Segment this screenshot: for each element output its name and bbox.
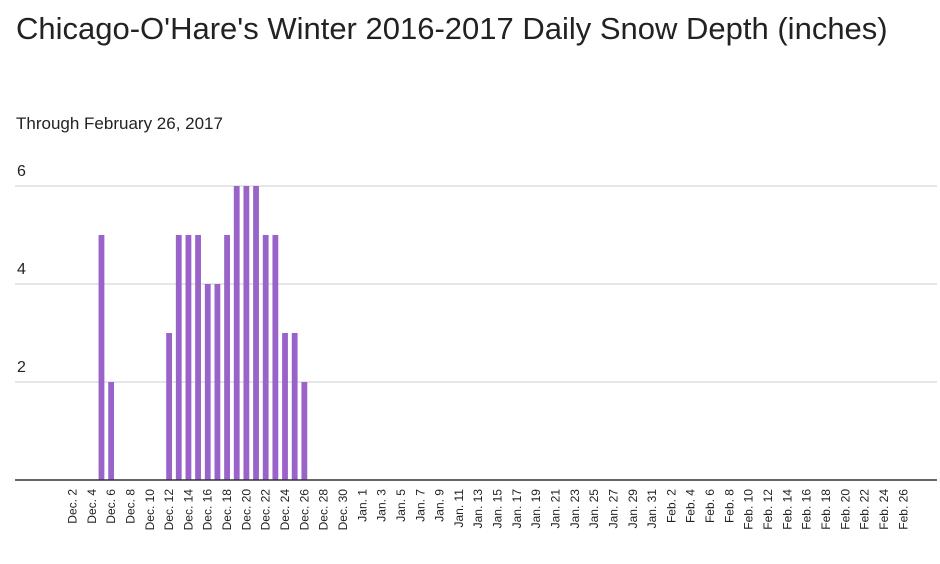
- x-tick-label: Jan. 21: [549, 489, 563, 529]
- x-tick-label: Feb. 4: [684, 489, 698, 523]
- x-tick-label: Dec. 6: [104, 489, 118, 524]
- x-tick-label: Jan. 1: [355, 489, 369, 522]
- y-axis-tick-labels: 2 4 6: [17, 163, 26, 376]
- x-tick-label: Jan. 13: [471, 489, 485, 529]
- bars: [98, 186, 308, 480]
- x-tick-label: Jan. 19: [529, 489, 543, 529]
- bar: [301, 382, 308, 480]
- bar: [108, 382, 115, 480]
- y-tick-label: 6: [17, 163, 26, 180]
- x-tick-label: Dec. 30: [336, 489, 350, 531]
- bar: [272, 235, 279, 480]
- x-tick-label: Jan. 29: [626, 489, 640, 529]
- x-tick-label: Feb. 16: [800, 489, 814, 530]
- bar: [224, 235, 230, 480]
- chart-title: Chicago-O'Hare's Winter 2016-2017 Daily …: [16, 11, 888, 46]
- bar: [233, 186, 240, 480]
- x-tick-label: Feb. 14: [780, 489, 794, 530]
- x-tick-label: Dec. 12: [162, 489, 176, 531]
- x-tick-label: Feb. 2: [664, 489, 678, 523]
- bar: [253, 186, 259, 480]
- bar: [98, 235, 105, 480]
- x-tick-label: Jan. 7: [413, 489, 427, 522]
- x-tick-label: Dec. 22: [259, 489, 273, 531]
- bar: [282, 333, 288, 480]
- bar: [214, 284, 221, 480]
- x-tick-label: Jan. 23: [568, 489, 582, 529]
- x-tick-label: Dec. 18: [220, 489, 234, 531]
- x-tick-label: Dec. 24: [278, 489, 292, 531]
- bar: [291, 333, 298, 480]
- x-tick-label: Jan. 9: [433, 489, 447, 522]
- bar: [185, 235, 192, 480]
- bar: [166, 333, 172, 480]
- x-tick-label: Feb. 22: [858, 489, 872, 530]
- x-tick-label: Dec. 10: [143, 489, 157, 531]
- x-tick-label: Feb. 26: [896, 489, 910, 530]
- x-tick-label: Jan. 31: [645, 489, 659, 529]
- gridlines: [15, 185, 937, 383]
- y-tick-label: 4: [17, 261, 26, 278]
- x-tick-label: Dec. 14: [181, 489, 195, 531]
- x-tick-label: Dec. 28: [317, 489, 331, 531]
- x-tick-label: Dec. 2: [66, 489, 80, 524]
- x-tick-label: Jan. 11: [452, 489, 466, 528]
- x-tick-label: Feb. 12: [761, 489, 775, 530]
- x-tick-label: Jan. 5: [394, 489, 408, 522]
- x-tick-label: Jan. 15: [491, 489, 505, 529]
- bar: [243, 186, 250, 480]
- x-tick-label: Feb. 6: [703, 489, 717, 523]
- x-tick-label: Dec. 4: [85, 489, 99, 524]
- bar: [175, 235, 182, 480]
- x-axis-tick-labels: Dec. 2 Dec. 4 Dec. 6 Dec. 8 Dec. 10 Dec. 12 De…: [66, 489, 911, 531]
- bar: [195, 235, 201, 480]
- x-tick-label: Jan. 27: [606, 489, 620, 529]
- x-tick-label: Feb. 18: [819, 489, 833, 530]
- y-tick-label: 2: [17, 359, 26, 376]
- x-tick-label: Dec. 26: [297, 489, 311, 531]
- x-tick-label: Feb. 8: [722, 489, 736, 523]
- x-tick-label: Jan. 3: [375, 489, 389, 522]
- x-tick-label: Feb. 24: [877, 489, 891, 530]
- bar: [262, 235, 269, 480]
- x-tick-label: Dec. 16: [201, 489, 215, 531]
- x-tick-label: Feb. 20: [838, 489, 852, 530]
- x-tick-label: Dec. 20: [239, 489, 253, 531]
- chart-subtitle: Through February 26, 2017: [16, 114, 223, 133]
- x-tick-label: Jan. 25: [587, 489, 601, 529]
- x-tick-label: Feb. 10: [742, 489, 756, 530]
- bar: [204, 284, 211, 480]
- x-tick-label: Dec. 8: [123, 489, 137, 524]
- x-tick-label: Jan. 17: [510, 489, 524, 529]
